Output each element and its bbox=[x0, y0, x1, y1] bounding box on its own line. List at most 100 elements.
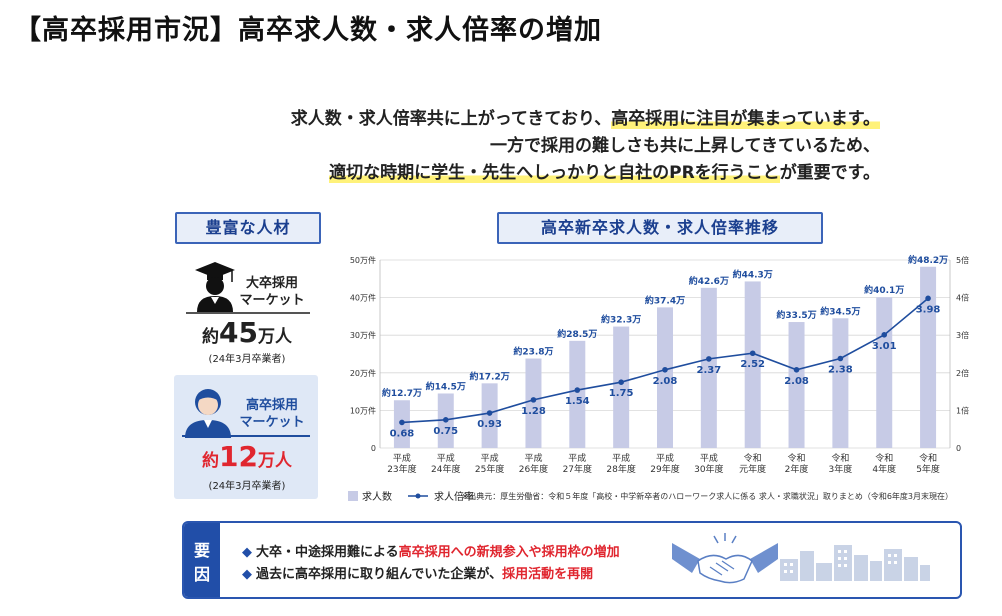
ratio-point bbox=[618, 379, 624, 385]
ratio-value-label: 1.54 bbox=[565, 396, 590, 407]
x-tick-label: 25年度 bbox=[475, 463, 504, 475]
univ-count-pre: 約 bbox=[202, 327, 220, 347]
x-tick-label: 平成 bbox=[700, 452, 718, 464]
lead-line-1b: 高卒採用に注目が集まっています。 bbox=[611, 109, 880, 129]
factors-tag: 要 因 bbox=[184, 523, 220, 597]
lead-line-3: 適切な時期に学生・先生へしっかりと自社のPRを行うことが重要です。 bbox=[200, 158, 880, 183]
x-tick-label: 30年度 bbox=[694, 463, 723, 475]
hs-market-label-2: マーケット bbox=[239, 415, 305, 430]
y-right-tick-label: 0 bbox=[956, 444, 961, 453]
bar-value-label: 約33.5万 bbox=[776, 309, 816, 321]
ratio-point bbox=[837, 355, 844, 362]
bar bbox=[613, 326, 630, 448]
section-label-chart: 高卒新卒求人数・求人倍率推移 bbox=[497, 212, 823, 244]
univ-count: 約45万人 bbox=[176, 316, 318, 349]
x-tick-label: 令和 bbox=[831, 452, 849, 464]
ratio-value-label: 2.38 bbox=[828, 365, 853, 376]
ratio-value-label: 2.37 bbox=[697, 365, 722, 376]
univ-market-label-2: マーケット bbox=[239, 293, 305, 308]
univ-market-label: 大卒採用 マーケット bbox=[236, 275, 308, 309]
univ-note: (24年3月卒業者) bbox=[208, 354, 286, 365]
bar bbox=[788, 322, 805, 448]
lead-line-3b: が重要です。 bbox=[779, 163, 880, 183]
bar-value-label: 約28.5万 bbox=[557, 328, 597, 340]
y-left-tick-label: 30万件 bbox=[350, 330, 376, 340]
page-title: 【高卒採用市況】高卒求人数・求人倍率の増加 bbox=[14, 15, 602, 46]
ratio-value-label: 2.08 bbox=[784, 376, 809, 387]
legend-bar-swatch bbox=[348, 491, 358, 501]
job-openings-chart: 約12.7万約14.5万約17.2万約23.8万約28.5万約32.3万約37.… bbox=[348, 254, 969, 503]
x-tick-label: 平成 bbox=[612, 452, 630, 464]
ratio-point bbox=[486, 410, 493, 416]
bar bbox=[657, 307, 673, 448]
factor-bullet-1: ◆ bbox=[242, 545, 252, 560]
y-right-tick-label: 3倍 bbox=[956, 330, 969, 340]
hs-count-pre: 約 bbox=[202, 451, 220, 471]
ratio-point bbox=[530, 397, 537, 403]
hs-market-label-1: 高卒採用 bbox=[245, 398, 298, 413]
ratio-point bbox=[574, 387, 581, 393]
y-left-tick-label: 50万件 bbox=[350, 255, 376, 265]
factor-line-2b: 採用活動を再開 bbox=[502, 567, 594, 582]
x-tick-label: 24年度 bbox=[431, 463, 460, 475]
y-left-tick-label: 0 bbox=[371, 444, 376, 453]
factors-tag-1: 要 bbox=[193, 541, 210, 560]
x-tick-label: 平成 bbox=[568, 452, 586, 464]
x-tick-label: 3年度 bbox=[829, 463, 853, 475]
x-tick-label: 2年度 bbox=[785, 463, 809, 475]
factor-line-2a: 過去に高卒採用に取り組んでいた企業が、 bbox=[256, 567, 503, 582]
x-tick-label: 平成 bbox=[393, 452, 411, 464]
hs-divider bbox=[182, 435, 310, 437]
bar-value-label: 約32.3万 bbox=[601, 314, 641, 326]
hs-note: (24年3月卒業者) bbox=[208, 481, 286, 492]
x-tick-label: 令和 bbox=[919, 452, 937, 464]
x-tick-label: 5年度 bbox=[916, 463, 940, 475]
hs-count-num: 12 bbox=[219, 440, 258, 473]
x-tick-label: 4年度 bbox=[872, 463, 896, 475]
y-right-tick-label: 2倍 bbox=[956, 368, 969, 378]
factor-line-1b: 高卒採用への新規参入や採用枠の増加 bbox=[398, 545, 620, 560]
x-tick-label: 令和 bbox=[875, 452, 893, 464]
univ-count-unit: 万人 bbox=[257, 327, 292, 347]
x-tick-label: 平成 bbox=[656, 452, 674, 464]
bar-value-label: 約34.5万 bbox=[820, 305, 860, 317]
bar bbox=[920, 266, 937, 448]
bar-value-label: 約48.2万 bbox=[908, 254, 948, 266]
factor-bullet-2: ◆ bbox=[242, 567, 252, 582]
graduate-cap-icon bbox=[195, 262, 235, 312]
x-tick-label: 23年度 bbox=[387, 463, 416, 475]
ratio-point bbox=[442, 417, 449, 423]
y-left-tick-label: 40万件 bbox=[350, 293, 376, 303]
x-tick-label: 29年度 bbox=[650, 463, 679, 475]
x-tick-label: 令和 bbox=[788, 452, 806, 464]
ratio-value-label: 3.98 bbox=[916, 304, 941, 315]
bar-value-label: 約14.5万 bbox=[426, 380, 466, 392]
ratio-value-label: 3.01 bbox=[872, 341, 897, 352]
x-tick-label: 28年度 bbox=[606, 463, 635, 475]
handshake-icon bbox=[672, 533, 778, 584]
bar bbox=[876, 297, 893, 448]
ratio-point bbox=[399, 419, 405, 426]
ratio-value-label: 1.75 bbox=[609, 388, 634, 399]
bar bbox=[832, 318, 849, 448]
lead-line-1a: 求人数・求人倍率共に上がってきており、 bbox=[290, 109, 612, 129]
factor-line-1: ◆ 大卒・中途採用難による高卒採用への新規参入や採用枠の増加 bbox=[242, 541, 620, 560]
factor-line-2: ◆ 過去に高卒採用に取り組んでいた企業が、採用活動を再開 bbox=[242, 563, 593, 582]
x-tick-label: 26年度 bbox=[519, 463, 548, 475]
univ-divider bbox=[186, 312, 310, 314]
ratio-point bbox=[662, 366, 668, 373]
univ-market-label-1: 大卒採用 bbox=[245, 276, 298, 291]
legend-line-label: 求人倍率 bbox=[434, 490, 474, 503]
bar-value-label: 約23.8万 bbox=[513, 346, 553, 358]
city-skyline-icon bbox=[780, 545, 930, 581]
ratio-point bbox=[793, 366, 800, 373]
univ-count-num: 45 bbox=[219, 316, 258, 349]
x-tick-label: 平成 bbox=[524, 452, 542, 464]
ratio-value-label: 0.68 bbox=[390, 428, 415, 439]
bar bbox=[700, 287, 717, 448]
hs-count: 約12万人 bbox=[176, 440, 318, 473]
lead-line-2: 一方で採用の難しさも共に上昇してきているため、 bbox=[490, 136, 880, 156]
factors-box: 要 因 ◆ 大卒・中途採用難による高卒採用への新規参入や採用枠の増加 ◆ 過去に高卒… bbox=[182, 521, 962, 599]
y-right-tick-label: 5倍 bbox=[956, 255, 969, 265]
ratio-value-label: 2.52 bbox=[740, 359, 765, 370]
